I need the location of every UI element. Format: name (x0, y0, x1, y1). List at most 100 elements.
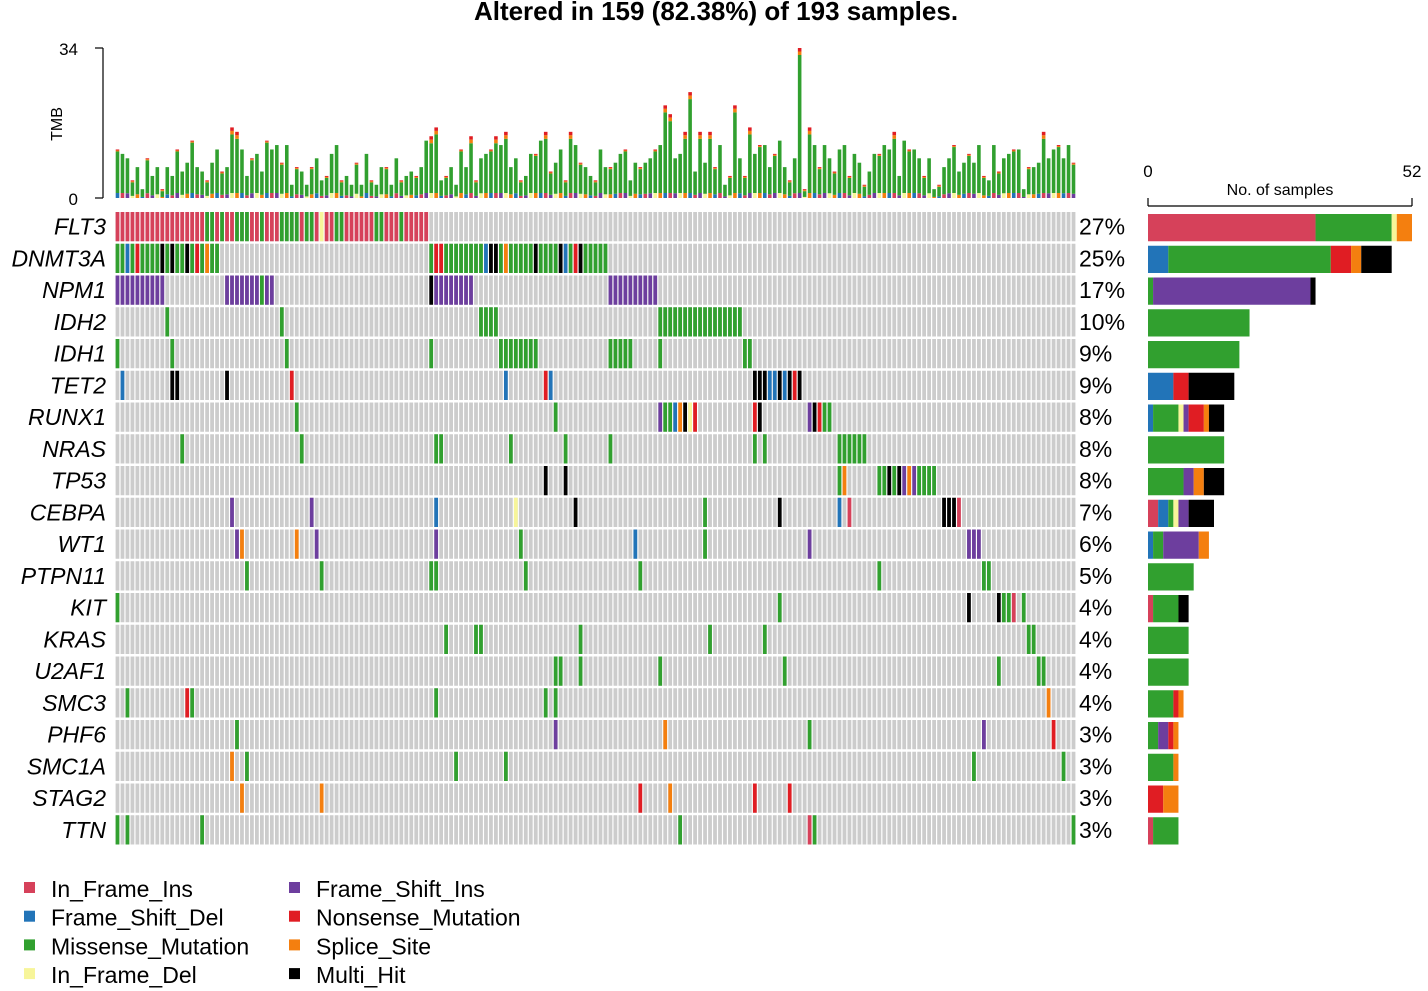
empty-cell (205, 593, 210, 623)
tmb-bar (633, 162, 638, 194)
empty-cell (1061, 466, 1066, 496)
empty-cell (832, 466, 837, 496)
empty-cell (319, 720, 324, 750)
empty-cell (663, 815, 668, 845)
tmb-bar-segment (583, 194, 588, 198)
empty-cell (245, 720, 249, 750)
empty-cell (140, 720, 145, 750)
empty-cell (772, 783, 777, 813)
empty-cell (165, 275, 170, 305)
empty-cell (533, 466, 538, 496)
empty-cell (464, 212, 468, 242)
empty-cell (185, 751, 190, 781)
empty-cell (887, 656, 892, 686)
empty-cell (747, 529, 752, 559)
empty-cell (603, 339, 608, 369)
mutation-cell (752, 434, 757, 464)
gene-label: NRAS (42, 436, 107, 462)
empty-cell (882, 783, 887, 813)
tmb-bar-segment (314, 193, 319, 198)
tmb-bar-segment (250, 159, 254, 161)
empty-cell (349, 307, 354, 337)
empty-cell (633, 434, 638, 464)
empty-cell (499, 307, 503, 337)
empty-cell (842, 656, 847, 686)
mutation-cell (185, 212, 190, 242)
tmb-bar (927, 158, 931, 194)
empty-cell (633, 688, 638, 718)
empty-cell (319, 656, 324, 686)
empty-cell (195, 370, 200, 400)
tmb-bar (344, 175, 349, 196)
empty-cell (1021, 561, 1026, 591)
empty-cell (663, 370, 668, 400)
mutation-cell (608, 434, 613, 464)
empty-cell (643, 529, 648, 559)
empty-cell (414, 720, 419, 750)
mutation-cell (150, 212, 155, 242)
empty-cell (1066, 402, 1071, 432)
empty-cell (503, 720, 508, 750)
empty-cell (787, 529, 792, 559)
empty-cell (683, 243, 688, 273)
empty-cell (967, 497, 971, 527)
empty-cell (967, 275, 971, 305)
empty-cell (857, 339, 862, 369)
empty-cell (225, 434, 229, 464)
empty-cell (1046, 815, 1051, 845)
empty-cell (195, 434, 200, 464)
empty-cell (1071, 751, 1076, 781)
empty-cell (469, 434, 473, 464)
empty-cell (349, 529, 354, 559)
empty-cell (812, 688, 817, 718)
empty-cell (683, 783, 688, 813)
tmb-bar (553, 162, 558, 194)
empty-cell (548, 529, 553, 559)
gene-count-segment (1168, 722, 1174, 750)
empty-cell (538, 370, 543, 400)
mutation-cell (553, 402, 558, 432)
empty-cell (1056, 815, 1061, 845)
empty-cell (593, 275, 598, 305)
empty-cell (897, 339, 902, 369)
empty-cell (429, 815, 434, 845)
empty-cell (195, 751, 200, 781)
empty-cell (135, 783, 140, 813)
empty-cell (897, 370, 902, 400)
gene-count-segment (1148, 753, 1174, 781)
empty-cell (563, 370, 568, 400)
empty-cell (195, 720, 200, 750)
empty-cell (414, 497, 419, 527)
empty-cell (240, 624, 244, 654)
empty-cell (299, 561, 304, 591)
empty-cell (817, 815, 822, 845)
empty-cell (628, 402, 633, 432)
empty-cell (165, 529, 170, 559)
empty-cell (304, 561, 309, 591)
empty-cell (653, 593, 658, 623)
empty-cell (309, 529, 314, 559)
empty-cell (862, 593, 867, 623)
empty-cell (683, 339, 688, 369)
empty-cell (802, 783, 807, 813)
tmb-bar-segment (548, 171, 553, 173)
empty-cell (797, 561, 802, 591)
empty-cell (723, 243, 727, 273)
empty-cell (767, 339, 772, 369)
empty-cell (867, 402, 872, 432)
empty-cell (957, 307, 961, 337)
mutation-cell (713, 307, 717, 337)
tmb-bar-segment (230, 130, 234, 135)
empty-cell (618, 783, 623, 813)
empty-cell (354, 593, 359, 623)
empty-cell (952, 783, 956, 813)
tmb-bar-segment (613, 193, 618, 198)
empty-cell (981, 307, 986, 337)
mutation-cell (782, 370, 787, 400)
tmb-bar (230, 134, 234, 193)
empty-cell (299, 656, 304, 686)
empty-cell (688, 466, 692, 496)
empty-cell (399, 656, 404, 686)
empty-cell (1001, 529, 1006, 559)
empty-cell (688, 720, 692, 750)
